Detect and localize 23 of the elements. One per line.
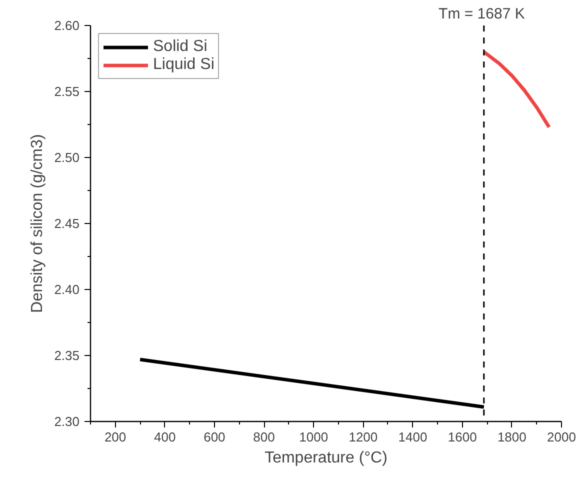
x-tick-label: 1400 xyxy=(398,430,428,444)
y-tick-label: 2.55 xyxy=(54,84,80,99)
y-tick-label: 2.35 xyxy=(54,348,80,363)
x-tick-label: 200 xyxy=(104,430,126,444)
legend-label: Liquid Si xyxy=(153,56,214,74)
x-tick-label: 1200 xyxy=(348,430,378,444)
y-axis-title: Density of silicon (g/cm3) xyxy=(29,134,46,313)
y-tick-label: 2.30 xyxy=(54,414,80,429)
y-tick-label: 2.45 xyxy=(54,216,80,231)
ref-line-label: Tm = 1687 K xyxy=(438,6,525,22)
y-tick-label: 2.40 xyxy=(54,282,80,297)
x-axis-title: Temperature (°C) xyxy=(264,450,388,466)
x-tick-label: 1000 xyxy=(299,430,328,444)
x-tick-label: 800 xyxy=(253,430,275,444)
y-tick-label: 2.50 xyxy=(54,150,80,165)
x-tick-label: 600 xyxy=(204,430,226,444)
legend-label: Solid Si xyxy=(153,38,208,56)
x-tick-label: 400 xyxy=(154,430,176,444)
x-tick-label: 1800 xyxy=(497,430,526,444)
line-series xyxy=(482,50,551,129)
x-tick-label: 1600 xyxy=(448,430,477,444)
y-tick-label: 2.60 xyxy=(54,18,80,33)
x-tick-label: 2000 xyxy=(547,430,576,444)
